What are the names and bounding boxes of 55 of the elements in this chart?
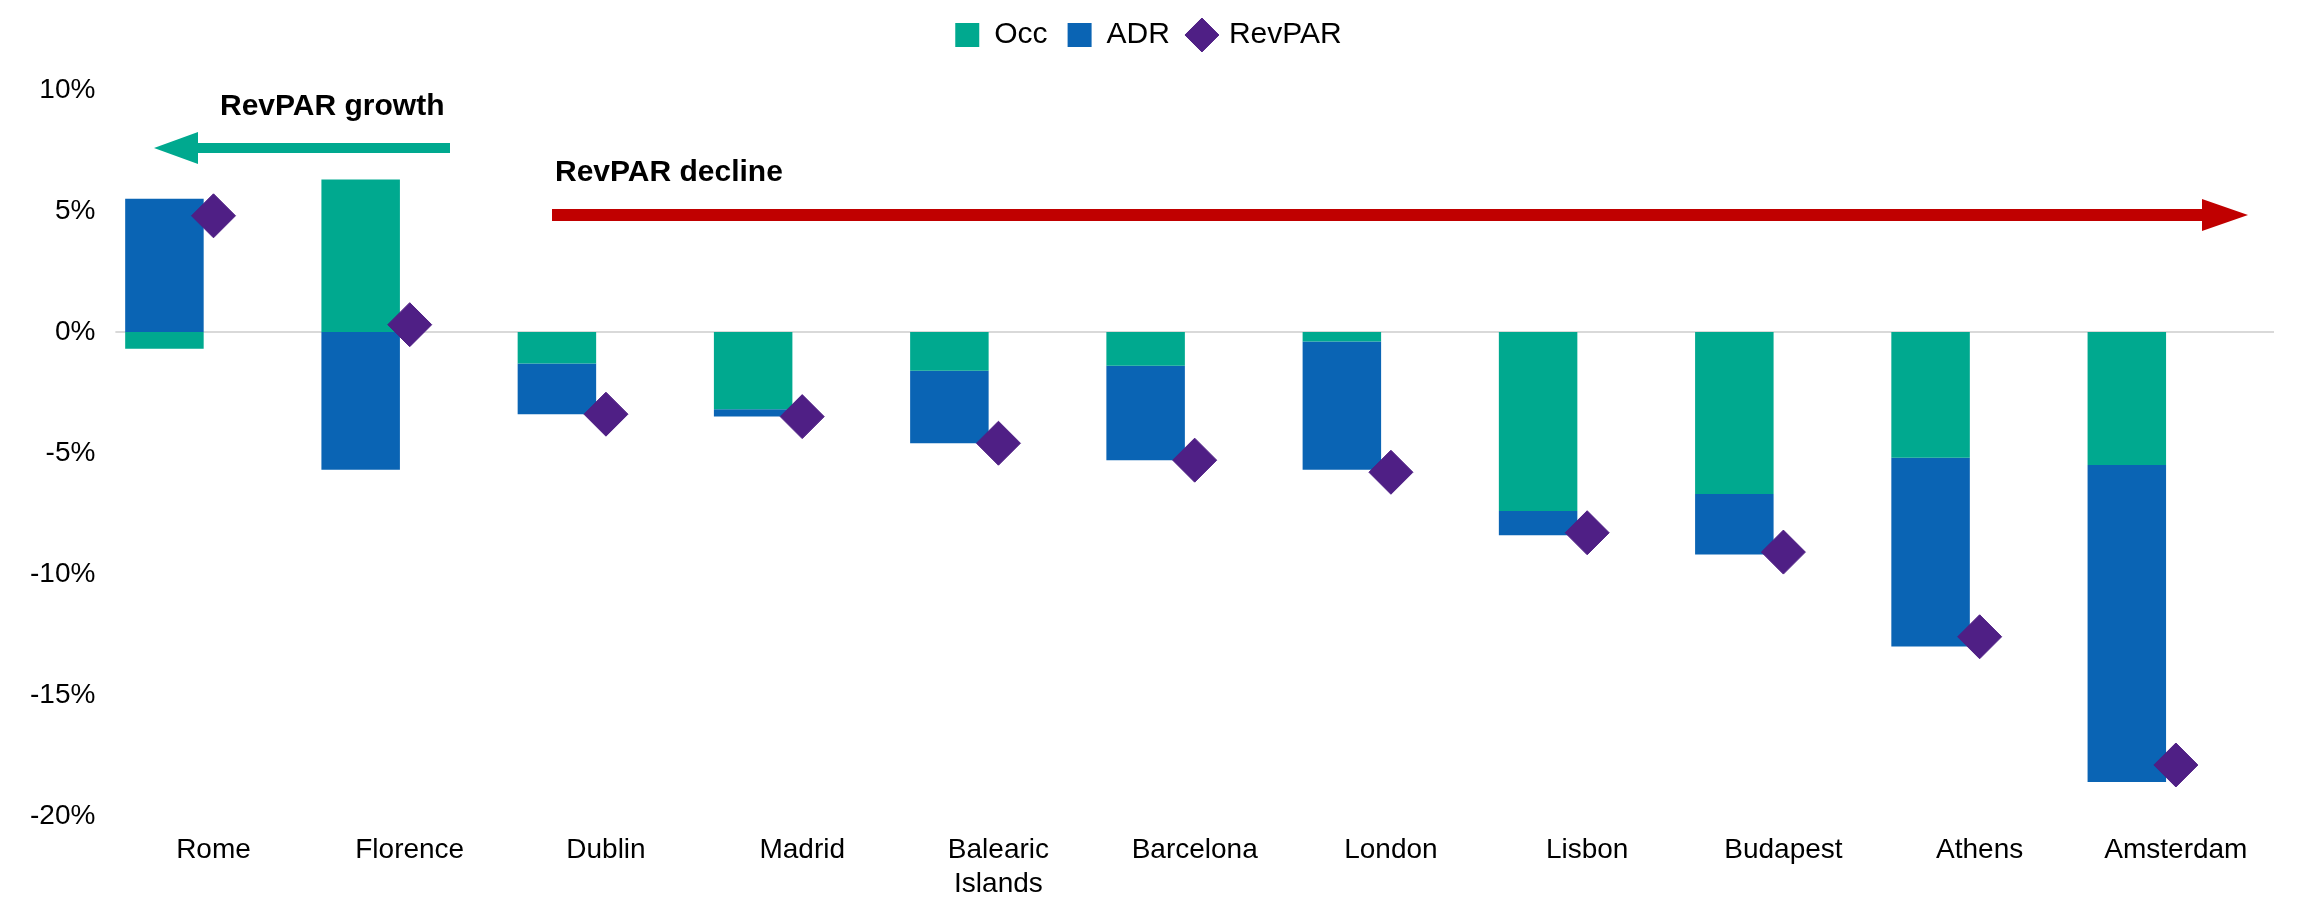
- bar: [1498, 510, 1578, 536]
- x-tick-label: Athens: [1936, 833, 2024, 865]
- x-tick-label: Rome: [176, 833, 251, 865]
- x-tick-label: Amsterdam: [2104, 833, 2248, 865]
- bar: [2087, 465, 2167, 782]
- bar: [1891, 331, 1970, 458]
- annotation: RevPAR growth: [220, 88, 445, 122]
- bar: [125, 198, 204, 332]
- point: [779, 394, 825, 440]
- x-tick-label: Balearic Islands: [947, 833, 1050, 898]
- point: [975, 420, 1021, 466]
- bar: [1302, 331, 1382, 342]
- x-tick-label: Lisbon: [1545, 833, 1629, 865]
- bar: [1498, 331, 1578, 511]
- y-tick-label: -20%: [29, 798, 96, 830]
- bar: [713, 331, 793, 410]
- bar: [321, 179, 400, 332]
- x-tick-label: Madrid: [759, 833, 845, 865]
- y-tick-label: 0%: [54, 314, 96, 346]
- y-tick-label: -5%: [45, 435, 96, 467]
- x-tick-label: Budapest: [1724, 833, 1843, 865]
- bar: [1695, 331, 1774, 495]
- bar: [910, 370, 989, 444]
- point: [1564, 510, 1610, 556]
- legend-label: ADR: [1106, 16, 1170, 50]
- point: [2153, 742, 2199, 788]
- y-tick-label: -15%: [29, 677, 96, 709]
- point: [1957, 614, 2003, 660]
- bar: [125, 331, 204, 349]
- bar: [910, 331, 989, 371]
- bar: [517, 331, 597, 364]
- y-tick-label: 5%: [54, 193, 96, 225]
- bar: [1695, 494, 1774, 555]
- bar: [1106, 365, 1185, 461]
- legend-label: Occ: [994, 16, 1048, 50]
- y-tick-label: 10%: [39, 72, 96, 104]
- point: [387, 302, 433, 348]
- bar: [517, 363, 597, 415]
- bar: [1302, 341, 1382, 470]
- point: [1760, 529, 1806, 575]
- bar: [1106, 331, 1185, 366]
- x-tick-label: Florence: [355, 833, 465, 865]
- point: [1172, 437, 1218, 483]
- x-tick-label: London: [1344, 833, 1438, 865]
- bar: [2087, 331, 2167, 465]
- point: [1368, 449, 1414, 495]
- bar: [321, 331, 400, 470]
- x-tick-label: Barcelona: [1131, 833, 1259, 865]
- bar: [1891, 457, 1970, 647]
- legend-label: RevPAR: [1228, 16, 1342, 50]
- annotation: RevPAR decline: [555, 154, 783, 188]
- point: [190, 193, 236, 239]
- point: [583, 391, 629, 437]
- x-tick-label: Dublin: [566, 833, 646, 865]
- y-tick-label: -10%: [29, 556, 96, 588]
